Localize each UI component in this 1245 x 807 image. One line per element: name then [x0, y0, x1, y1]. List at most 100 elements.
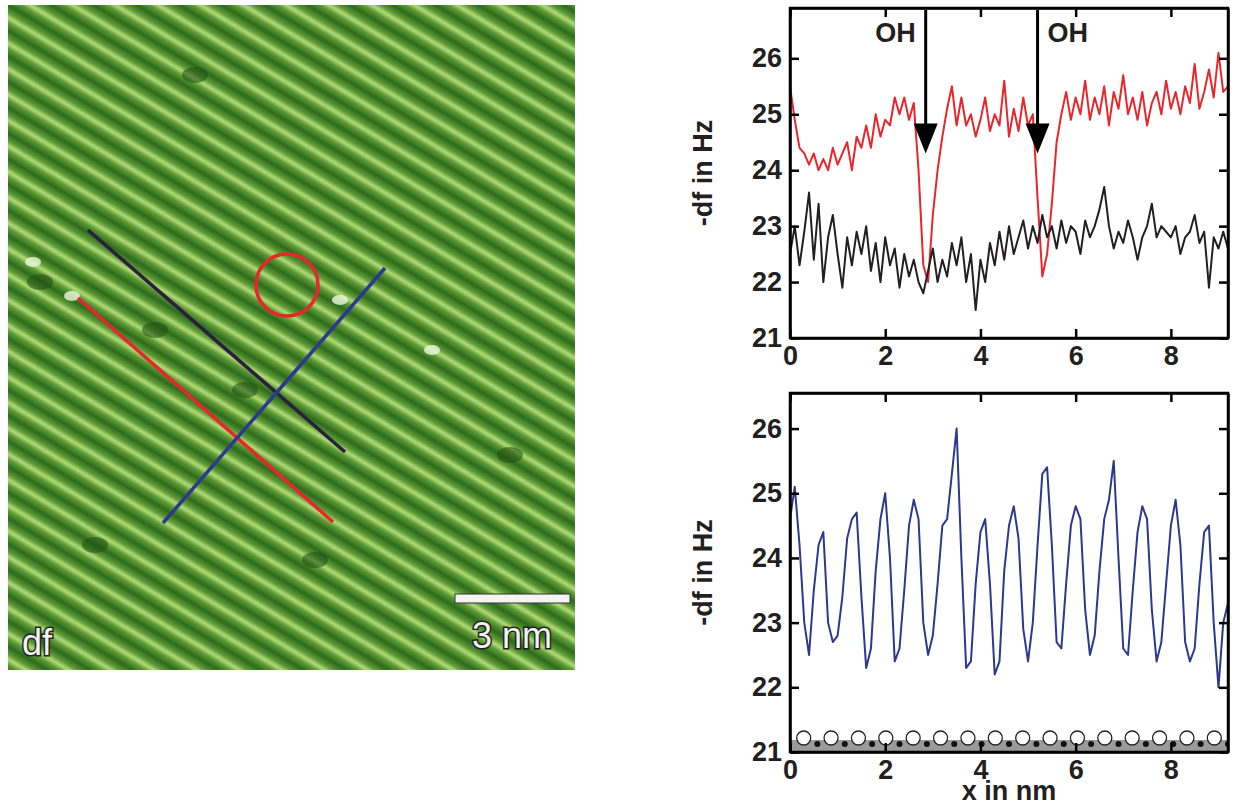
- defect: [232, 382, 258, 398]
- atom: [851, 731, 865, 745]
- tick-label: 6: [1069, 341, 1084, 371]
- atom: [1070, 731, 1084, 745]
- axis: 212223242526: [752, 394, 799, 768]
- tick-mark: [790, 493, 799, 496]
- tick: [1219, 687, 1228, 688]
- defect: [142, 322, 168, 338]
- tick: 23: [752, 608, 799, 638]
- tick-label: 23: [752, 211, 782, 241]
- tick-mark: [884, 8, 887, 17]
- atom-small: [1088, 741, 1094, 747]
- tick-mark: [1170, 393, 1173, 402]
- tick-mark: [790, 622, 799, 625]
- tick-mark: [1075, 743, 1078, 752]
- red-profile-line: [78, 298, 333, 522]
- tick: 24: [752, 155, 799, 185]
- tick-label: 4: [973, 341, 988, 371]
- tick: 25: [752, 99, 799, 129]
- scale-bar: [455, 594, 570, 603]
- atom-small: [1061, 741, 1067, 747]
- tick-mark: [1219, 428, 1228, 431]
- data-line: [790, 53, 1228, 282]
- oh-circle: [256, 254, 318, 316]
- atom: [988, 731, 1002, 745]
- tick: [980, 393, 981, 402]
- tick: 25: [752, 478, 799, 508]
- image-label: df: [22, 622, 53, 663]
- tick: [1219, 114, 1228, 115]
- tick-mark: [1075, 393, 1078, 402]
- tick-mark: [1170, 743, 1173, 752]
- tick-mark: [884, 393, 887, 402]
- tick: [1219, 493, 1228, 494]
- tick-label: 0: [783, 341, 798, 371]
- bright-spot: [25, 257, 41, 267]
- tick-label: 21: [752, 737, 782, 767]
- atom-small: [869, 741, 875, 747]
- tick: 2: [878, 329, 893, 371]
- atom: [824, 731, 838, 745]
- data-line: [790, 187, 1228, 310]
- tick-mark: [790, 281, 799, 284]
- chart: 02468212223242526-df in Hzx in nm: [688, 393, 1231, 806]
- tick: 2: [878, 743, 893, 785]
- tick: 24: [752, 543, 799, 573]
- tick-mark: [790, 225, 799, 228]
- atom-small: [1033, 741, 1039, 747]
- data-line: [790, 429, 1228, 688]
- atom-small: [842, 741, 848, 747]
- tick: 22: [752, 672, 799, 702]
- tick-mark: [980, 8, 983, 17]
- atom: [961, 731, 975, 745]
- tick: [1219, 429, 1228, 430]
- tick-mark: [980, 393, 983, 402]
- tick: 8: [1164, 329, 1179, 371]
- tick-mark: [1219, 114, 1228, 117]
- tick-label: 8: [1164, 755, 1179, 785]
- tick: [1219, 58, 1228, 59]
- tick: [980, 8, 981, 17]
- tick-mark: [790, 557, 799, 560]
- tick: [1076, 8, 1077, 17]
- atom: [1016, 731, 1030, 745]
- tick-mark: [1219, 169, 1228, 172]
- chart: 02468212223242526-df in HzOHOH: [688, 8, 1229, 371]
- tick-label: 21: [752, 323, 782, 353]
- blue-profile-line: [163, 268, 385, 523]
- atom-small: [951, 741, 957, 747]
- axis: [791, 8, 1229, 17]
- tick-mark: [980, 743, 983, 752]
- tick: 6: [1069, 743, 1084, 785]
- tick-mark: [790, 169, 799, 172]
- tick: [885, 8, 886, 17]
- tick-mark: [1219, 281, 1228, 284]
- axis: [791, 393, 1229, 402]
- axis: 212223242526: [752, 9, 799, 354]
- axis-title: -df in Hz: [688, 120, 718, 226]
- axis-title: -df in Hz: [688, 519, 718, 625]
- tick-label: 24: [752, 543, 782, 573]
- tick-label: 2: [878, 755, 893, 785]
- annotation-arrow-shaft: [1036, 10, 1039, 127]
- defect: [302, 552, 328, 568]
- axis-title: x in nm: [962, 776, 1057, 806]
- tick-label: 25: [752, 478, 782, 508]
- tick: [1171, 393, 1172, 402]
- tick-mark: [1219, 557, 1228, 560]
- afm-image: [8, 5, 575, 670]
- tick-label: 2: [878, 341, 893, 371]
- tick: [1219, 170, 1228, 171]
- atom: [906, 731, 920, 745]
- tick-mark: [1170, 8, 1173, 17]
- axis: 0 2 4 6 8: [783, 329, 1229, 371]
- tick-mark: [790, 687, 799, 690]
- bright-spot: [332, 295, 348, 305]
- tick: 8: [1164, 743, 1179, 785]
- plot-lines: [790, 429, 1228, 688]
- tick-mark: [884, 743, 887, 752]
- annotation-label: OH: [1048, 18, 1089, 48]
- defect: [497, 447, 523, 463]
- tick: [885, 393, 886, 402]
- tick: [1219, 623, 1228, 624]
- atom-small: [1116, 741, 1122, 747]
